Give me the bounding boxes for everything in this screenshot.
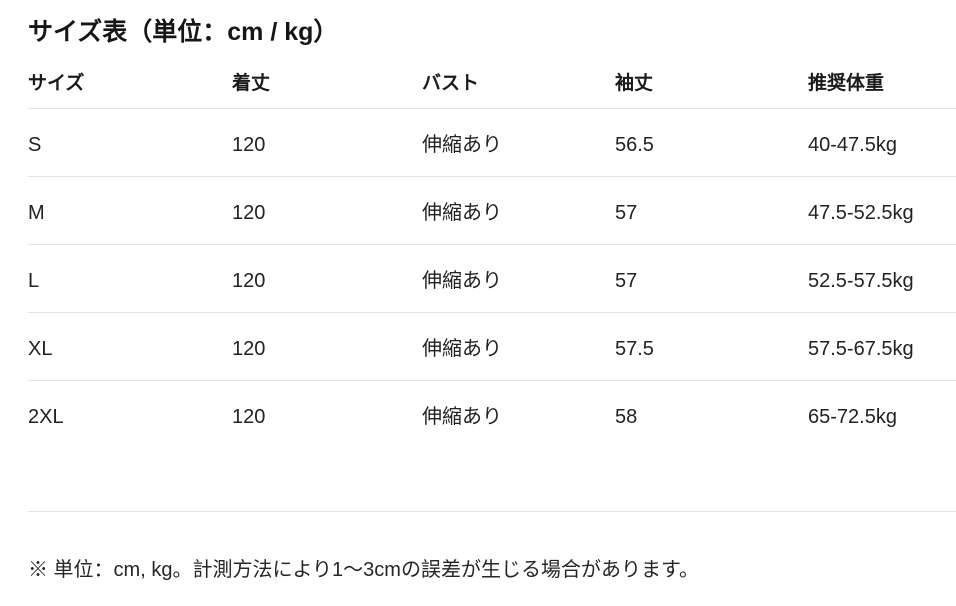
table-row-s: S 120 伸縮あり 56.5 40-47.5kg bbox=[28, 108, 956, 177]
cell-size: 2XL bbox=[28, 406, 64, 428]
cell-weight: 47.5-52.5kg bbox=[808, 176, 956, 245]
cell-length: 120 bbox=[232, 406, 266, 428]
column-header-size: サイズ bbox=[28, 60, 232, 109]
cell-sleeve: 58 bbox=[615, 406, 638, 428]
cell-size: M bbox=[28, 176, 232, 245]
measurement-note: ※ 単位：cm, kg。計測方法により1〜3cmの誤差が生じる場合があります。 bbox=[28, 559, 699, 581]
cell-weight: 57.5-67.5kg bbox=[808, 312, 956, 381]
table-row-2xl: 2XL 120 伸縮あり 58 65-72.5kg bbox=[28, 381, 956, 449]
cell-size: S bbox=[28, 108, 232, 177]
cell-bust: 伸縮あり bbox=[422, 176, 615, 245]
page-title: サイズ表（単位：cm / kg） bbox=[28, 18, 339, 46]
size-chart-page: サイズ表（単位：cm / kg） サイズ 着丈 バスト 袖丈 推奨体重 S 12… bbox=[0, 16, 956, 606]
cell-bust: 伸縮あり bbox=[422, 406, 502, 428]
table-row-m: M 120 伸縮あり 57 47.5-52.5kg bbox=[28, 176, 956, 245]
column-header-weight: 推奨体重 bbox=[808, 60, 956, 109]
cell-sleeve: 56.5 bbox=[615, 108, 808, 177]
cell-weight: 40-47.5kg bbox=[808, 108, 956, 177]
cell-length: 120 bbox=[232, 176, 422, 245]
cell-weight: 52.5-57.5kg bbox=[808, 244, 956, 313]
cell-length: 120 bbox=[232, 108, 422, 177]
cell-length: 120 bbox=[232, 312, 422, 381]
cell-sleeve: 57 bbox=[615, 176, 808, 245]
cell-sleeve: 57.5 bbox=[615, 312, 808, 381]
cell-size: L bbox=[28, 244, 232, 313]
cell-bust: 伸縮あり bbox=[422, 244, 615, 313]
cell-sleeve: 57 bbox=[615, 244, 808, 313]
table-row-l: L 120 伸縮あり 57 52.5-57.5kg bbox=[28, 244, 956, 313]
table-row-xl: XL 120 伸縮あり 57.5 57.5-67.5kg bbox=[28, 312, 956, 381]
cell-length: 120 bbox=[232, 244, 422, 313]
header-row: サイズ 着丈 バスト 袖丈 推奨体重 bbox=[28, 60, 956, 109]
column-header-length: 着丈 bbox=[232, 60, 422, 109]
size-table: サイズ 着丈 バスト 袖丈 推奨体重 S 120 伸縮あり 56.5 40-47… bbox=[28, 60, 956, 448]
cell-bust: 伸縮あり bbox=[422, 108, 615, 177]
cell-weight: 65-72.5kg bbox=[808, 406, 897, 428]
cell-size: XL bbox=[28, 312, 232, 381]
divider bbox=[28, 511, 956, 512]
column-header-sleeve: 袖丈 bbox=[615, 60, 808, 109]
cell-bust: 伸縮あり bbox=[422, 312, 615, 381]
column-header-bust: バスト bbox=[422, 60, 615, 109]
